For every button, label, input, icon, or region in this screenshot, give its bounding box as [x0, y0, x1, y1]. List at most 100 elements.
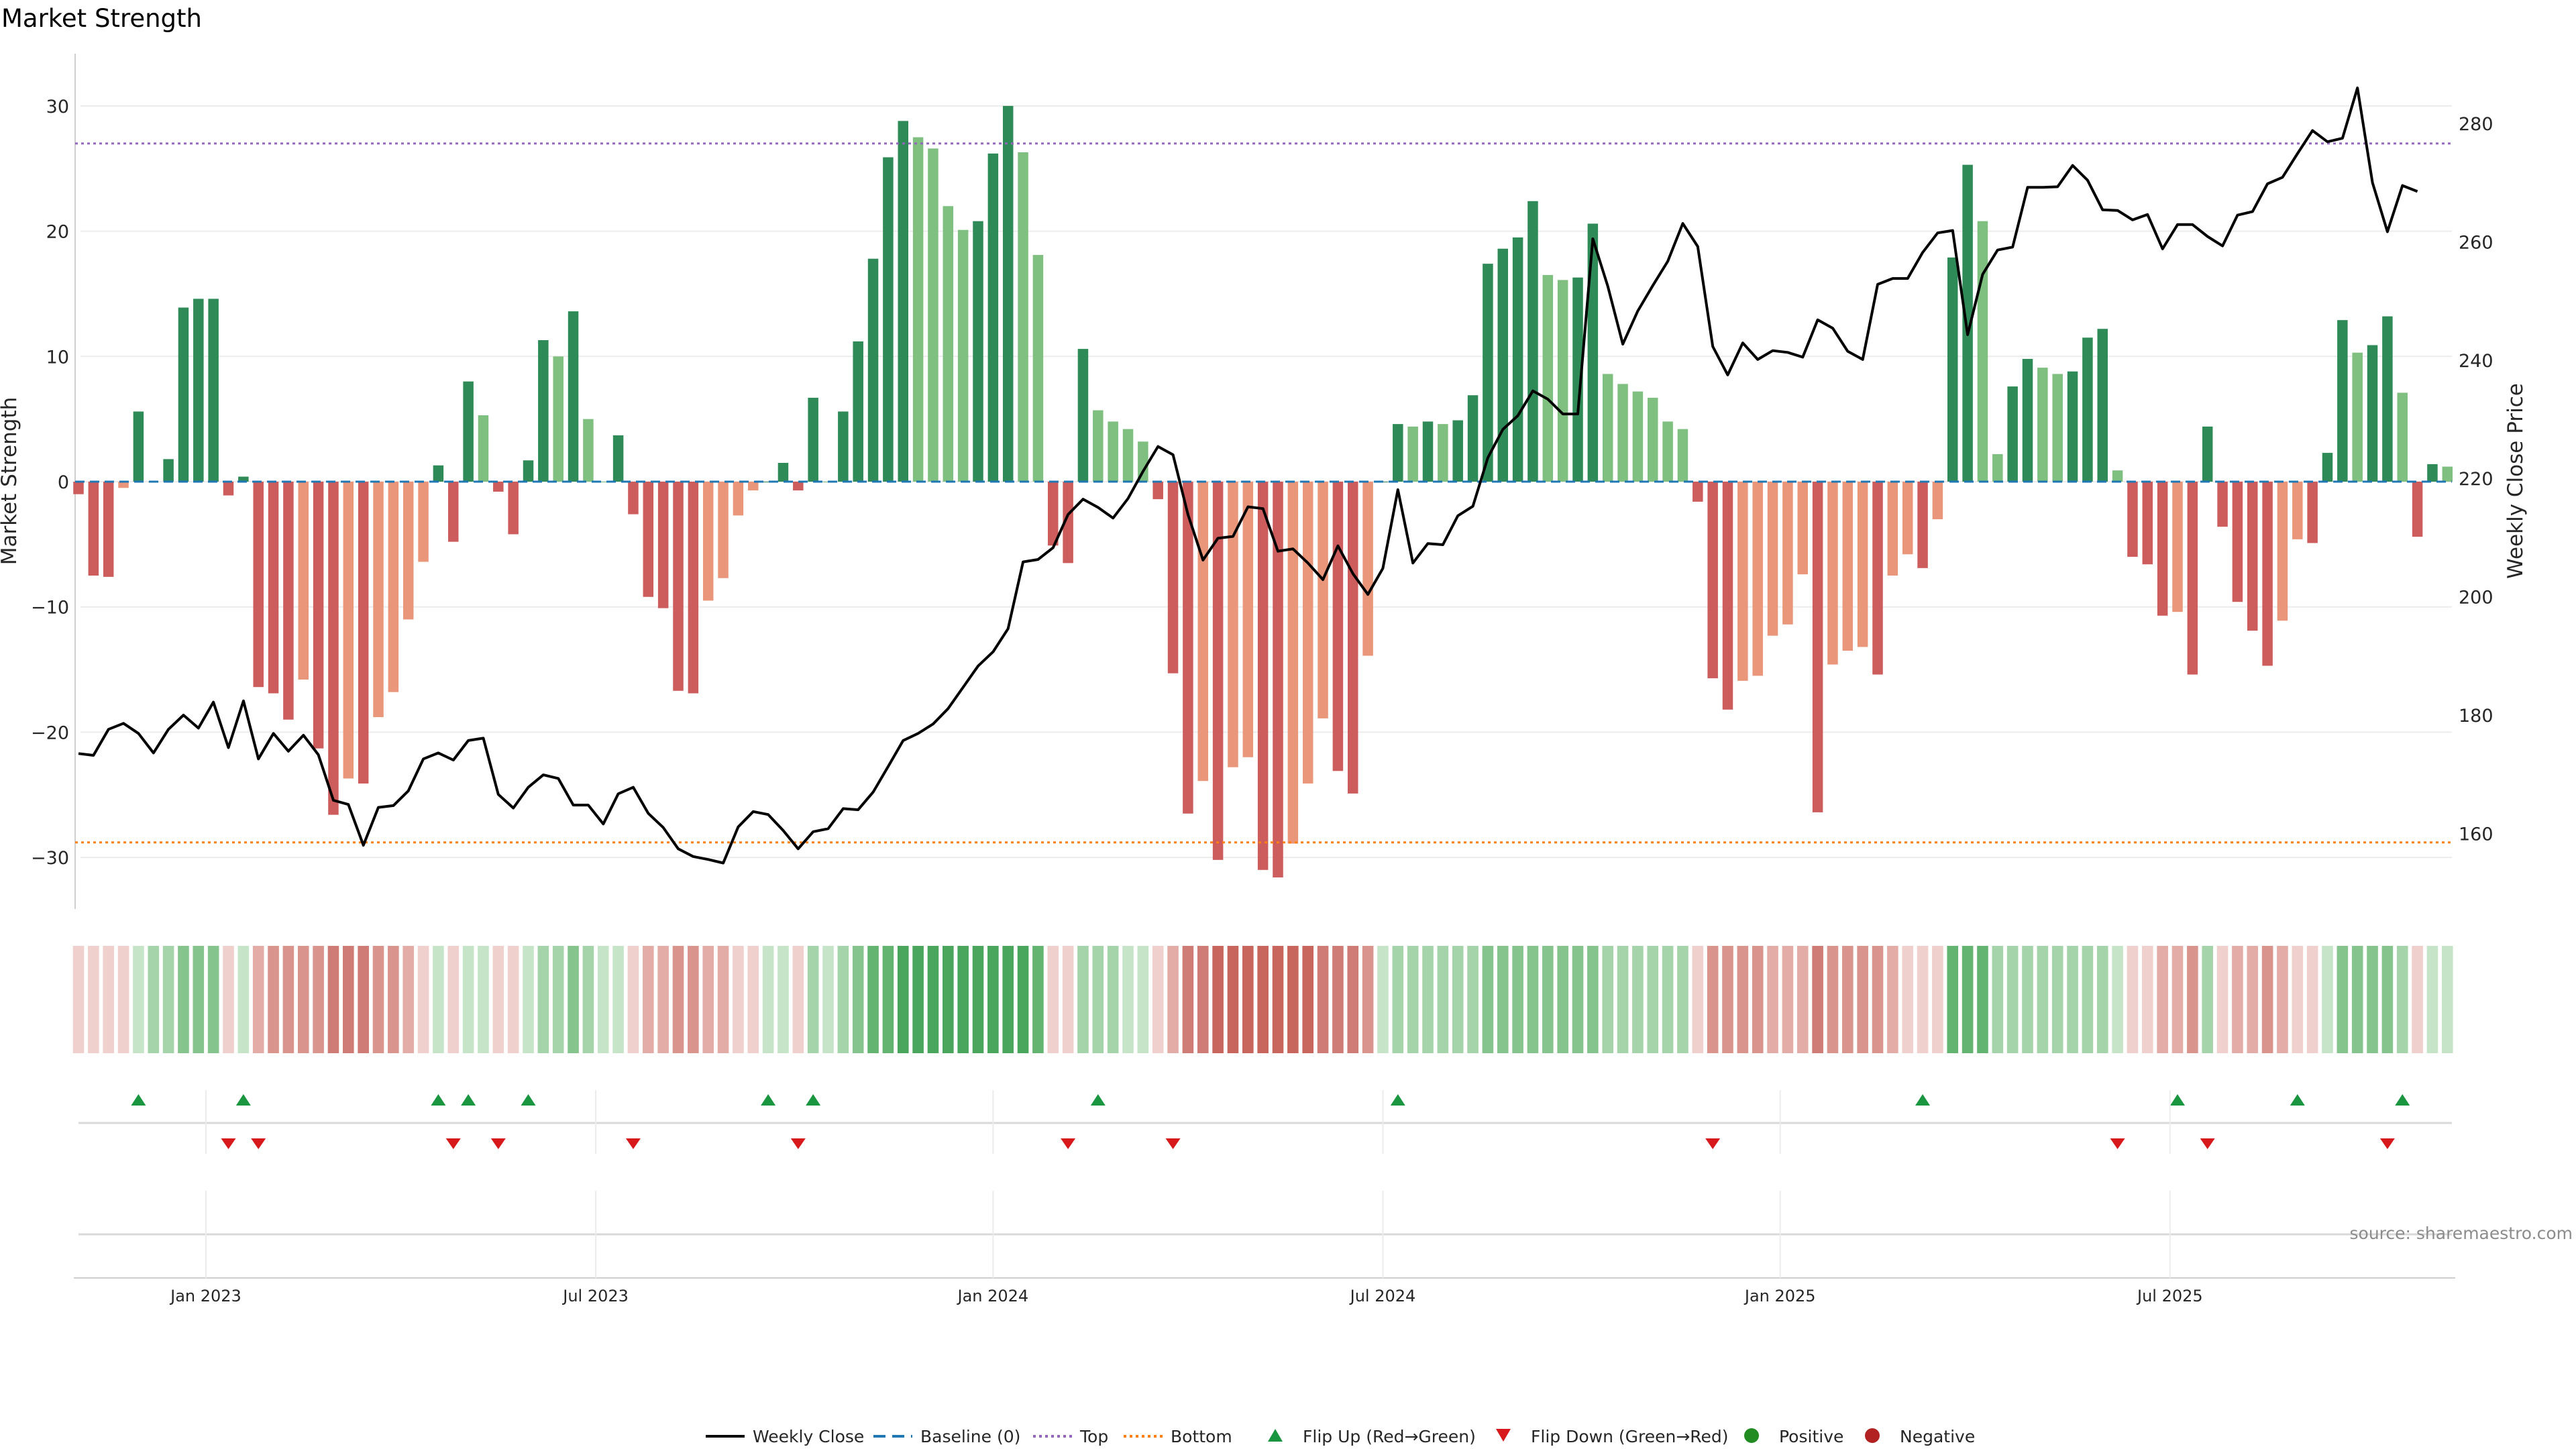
strength-bar: [103, 482, 114, 577]
strength-bar: [1242, 482, 1254, 757]
strength-bar: [448, 482, 459, 542]
strength-bar: [1138, 441, 1148, 482]
heat-tile: [657, 946, 669, 1053]
heat-tile: [1482, 946, 1494, 1053]
heat-tile: [643, 946, 654, 1053]
heat-tile: [867, 946, 879, 1053]
heat-tile: [987, 946, 999, 1053]
strength-bar: [508, 482, 519, 535]
heat-tile: [672, 946, 684, 1053]
heat-tile: [1152, 946, 1164, 1053]
strength-bar: [1857, 482, 1868, 647]
strength-bar: [628, 482, 639, 515]
heat-tile: [552, 946, 564, 1053]
strength-bar: [1932, 482, 1943, 520]
y2-tick-label: 160: [2459, 824, 2493, 845]
strength-bar: [1273, 482, 1283, 877]
strength-bar: [568, 311, 579, 482]
strength-bar: [583, 419, 594, 482]
heat-tile: [1137, 946, 1149, 1053]
flip-up-marker: [1915, 1094, 1931, 1106]
heat-tile: [897, 946, 909, 1053]
heat-tile: [882, 946, 894, 1053]
heat-tile: [927, 946, 939, 1053]
flip-up-marker: [521, 1094, 536, 1106]
strength-bar: [402, 482, 414, 620]
heat-tile: [2412, 946, 2423, 1053]
flip-down-marker: [2200, 1138, 2215, 1149]
flip-down-marker: [625, 1138, 641, 1149]
heat-tile: [1977, 946, 1988, 1053]
strength-bar: [1797, 482, 1808, 575]
legend-label: Bottom: [1171, 1427, 1232, 1446]
heat-tile: [912, 946, 924, 1053]
heat-tile: [1662, 946, 1674, 1053]
y-tick-label: −10: [31, 598, 69, 619]
strength-bar: [1947, 257, 1958, 482]
strength-bar: [2097, 329, 2108, 482]
strength-bar: [987, 153, 999, 482]
source-note: source: sharemaestro.com: [2350, 1224, 2573, 1243]
heat-tile: [612, 946, 624, 1053]
flip-up-marker: [235, 1094, 251, 1106]
heat-tile: [343, 946, 354, 1053]
strength-bar: [253, 482, 264, 688]
strength-bar: [1782, 482, 1793, 625]
strength-bar: [1287, 482, 1299, 844]
strength-bar: [2037, 368, 2048, 482]
strength-bar: [1108, 421, 1118, 482]
strength-bar: [1572, 277, 1583, 482]
heat-tile: [1017, 946, 1029, 1053]
heat-tile: [1197, 946, 1209, 1053]
heat-tile: [1752, 946, 1764, 1053]
legend-label: Negative: [1900, 1427, 1975, 1446]
heat-tile: [1332, 946, 1344, 1053]
strength-bar: [793, 482, 804, 491]
strength-bar: [2307, 482, 2318, 543]
strength-bar: [1602, 374, 1613, 482]
heat-tile: [2426, 946, 2438, 1053]
strength-bar: [1497, 248, 1508, 482]
y2-axis-label: Weekly Close Price: [2504, 383, 2528, 579]
strength-bar: [1693, 482, 1703, 502]
y-tick-label: 10: [46, 347, 69, 368]
heat-tile: [433, 946, 444, 1053]
heat-tile: [2337, 946, 2349, 1053]
heat-tile: [762, 946, 774, 1053]
heat-tile: [417, 946, 429, 1053]
heat-tile: [268, 946, 279, 1053]
heat-tile: [402, 946, 414, 1053]
heat-tile: [162, 946, 174, 1053]
strength-bar: [1257, 482, 1269, 870]
strength-bar: [1872, 482, 1883, 675]
strength-bar: [2262, 482, 2273, 666]
x-axis-ticks: Jan 2023 Jul 2023 Jan 2024 Jul 2024 Jan 2025…: [74, 1090, 2455, 1305]
strength-bar: [313, 482, 324, 749]
strength-bar: [538, 340, 549, 482]
strength-bar: [1467, 395, 1479, 482]
heat-tile: [2006, 946, 2019, 1053]
strength-bar: [1302, 482, 1313, 784]
heat-tile: [1542, 946, 1554, 1053]
strength-bar: [2112, 470, 2123, 482]
strength-bar: [2052, 374, 2063, 482]
heat-tile: [943, 946, 954, 1053]
x-tick-label: Jul 2023: [561, 1287, 629, 1305]
heat-tile: [1767, 946, 1778, 1053]
heat-tile: [1092, 946, 1104, 1053]
y2-tick-label: 220: [2459, 469, 2493, 490]
strength-bar: [1632, 391, 1644, 482]
strength-bar: [2427, 464, 2438, 482]
strength-bar: [943, 206, 954, 482]
heat-tile: [822, 946, 834, 1053]
legend-label: Flip Up (Red→Green): [1303, 1427, 1476, 1446]
heat-tile: [1302, 946, 1313, 1053]
heat-tile: [358, 946, 369, 1053]
strength-bar: [643, 482, 654, 597]
heat-tile: [1827, 946, 1839, 1053]
y-tick-label: 20: [46, 222, 69, 243]
heat-tile: [2322, 946, 2333, 1053]
strength-bar: [1002, 105, 1014, 482]
strength-bar: [1228, 482, 1238, 767]
